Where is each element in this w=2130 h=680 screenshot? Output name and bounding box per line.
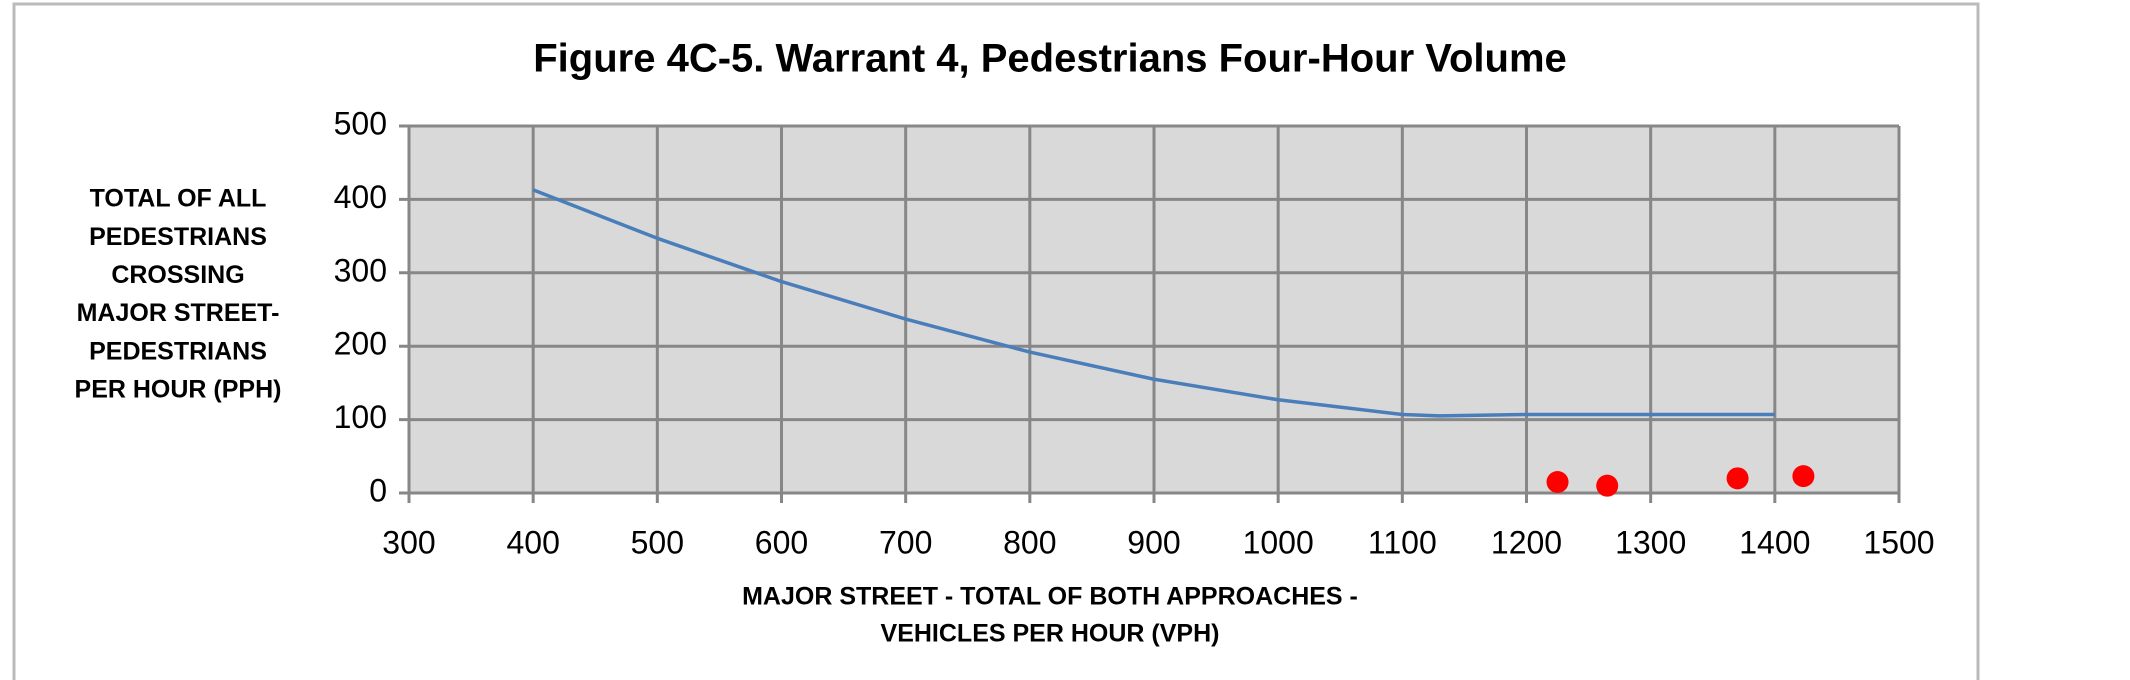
x-tick-label: 500 <box>631 524 684 560</box>
x-tick-label: 1100 <box>1368 524 1437 560</box>
x-tick-label: 300 <box>382 524 435 560</box>
x-tick-label: 400 <box>506 524 559 560</box>
x-tick-label: 1200 <box>1491 524 1562 560</box>
y-tick-label: 400 <box>334 179 387 215</box>
x-tick-label: 900 <box>1127 524 1180 560</box>
y-tick-label: 100 <box>334 399 387 435</box>
x-tick-label: 1300 <box>1615 524 1686 560</box>
y-tick-label: 300 <box>334 252 387 288</box>
y-tick-label: 500 <box>334 105 387 141</box>
x-tick-label: 1500 <box>1863 524 1934 560</box>
chart-title: Figure 4C-5. Warrant 4, Pedestrians Four… <box>533 37 1567 81</box>
y-axis-label: PEDESTRIANS <box>89 223 267 251</box>
y-tick-label: 0 <box>369 472 387 508</box>
x-tick-label: 700 <box>879 524 932 560</box>
y-axis-label: TOTAL OF ALL <box>90 185 267 213</box>
x-tick-label: 800 <box>1003 524 1056 560</box>
scatter-point <box>1792 465 1815 488</box>
y-axis-label: PER HOUR (PPH) <box>75 376 282 404</box>
x-tick-label: 600 <box>755 524 808 560</box>
x-axis-label: MAJOR STREET - TOTAL OF BOTH APPROACHES … <box>742 583 1358 611</box>
scatter-point <box>1726 467 1749 490</box>
x-tick-label: 1400 <box>1739 524 1810 560</box>
line-series <box>532 188 1775 418</box>
y-axis-label: MAJOR STREET- <box>77 299 280 327</box>
y-axis-label: CROSSING <box>111 261 244 289</box>
x-tick-label: 1000 <box>1243 524 1314 560</box>
scatter-point <box>1596 474 1619 497</box>
scatter-point <box>1546 470 1569 493</box>
y-axis-label: PEDESTRIANS <box>89 337 267 365</box>
y-tick-label: 200 <box>334 326 387 362</box>
x-axis-label: VEHICLES PER HOUR (VPH) <box>881 620 1220 648</box>
